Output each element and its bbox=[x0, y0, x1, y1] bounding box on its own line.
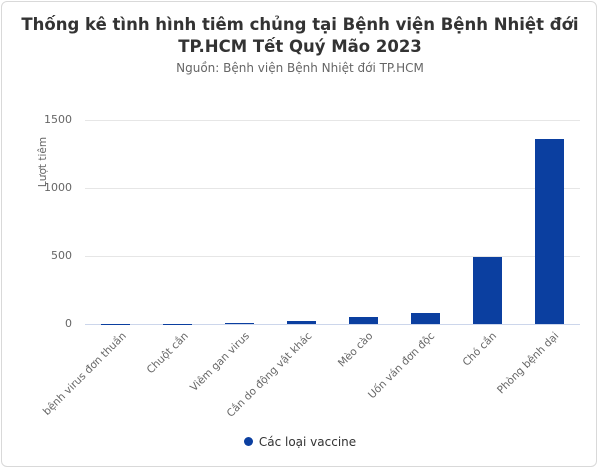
bar[interactable] bbox=[410, 313, 440, 324]
chart-title-line-2: TP.HCM Tết Quý Mão 2023 bbox=[178, 37, 422, 56]
legend-marker-icon bbox=[243, 437, 253, 446]
bar[interactable] bbox=[472, 257, 502, 324]
chart-subtitle: Nguồn: Bệnh viện Bệnh Nhiệt đới TP.HCM bbox=[176, 61, 424, 75]
chart-title-line-1: Thống kê tình hình tiêm chủng tại Bệnh v… bbox=[21, 15, 579, 34]
bar[interactable] bbox=[534, 139, 564, 324]
gridline bbox=[85, 120, 580, 121]
bar[interactable] bbox=[225, 322, 255, 324]
chart-title: Thống kê tình hình tiêm chủng tại Bệnh v… bbox=[0, 14, 600, 58]
legend[interactable]: Các loại vaccine bbox=[0, 435, 600, 449]
y-tick-label: 0 bbox=[65, 317, 72, 330]
y-tick-label: 1000 bbox=[44, 181, 72, 194]
bar[interactable] bbox=[287, 321, 317, 324]
y-tick-label: 500 bbox=[51, 249, 72, 262]
y-tick-label: 1500 bbox=[44, 113, 72, 126]
x-axis-line bbox=[85, 324, 580, 325]
gridline bbox=[85, 256, 580, 257]
gridline bbox=[85, 188, 580, 189]
legend-item-label[interactable]: Các loại vaccine bbox=[258, 435, 357, 449]
bar[interactable] bbox=[348, 317, 378, 324]
